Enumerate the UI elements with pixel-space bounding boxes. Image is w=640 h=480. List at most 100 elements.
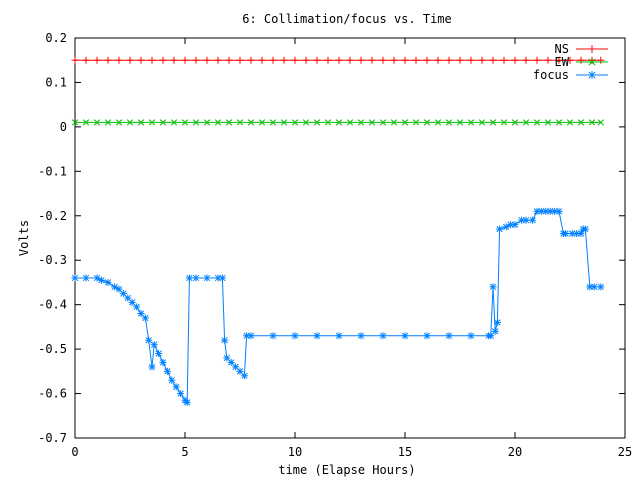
data-point [126, 56, 134, 64]
data-point [137, 56, 145, 64]
x-tick-label: 0 [71, 445, 78, 459]
data-point [456, 119, 464, 126]
data-point [192, 56, 200, 64]
data-point [544, 119, 552, 126]
data-point [280, 119, 288, 126]
data-point [104, 278, 112, 286]
data-point [390, 56, 398, 64]
data-point [104, 56, 112, 64]
data-point [177, 390, 185, 398]
data-point [269, 56, 277, 64]
data-point [412, 56, 420, 64]
data-point [181, 119, 189, 126]
series-focus [71, 207, 605, 406]
data-point [445, 119, 453, 126]
data-point [467, 332, 475, 340]
data-point [324, 56, 332, 64]
data-point [236, 119, 244, 126]
data-point [368, 56, 376, 64]
data-point [445, 56, 453, 64]
data-point [172, 383, 180, 391]
data-point [148, 119, 156, 126]
data-point [379, 119, 387, 126]
data-point [93, 56, 101, 64]
data-point [423, 119, 431, 126]
data-point [247, 56, 255, 64]
data-point [185, 274, 193, 282]
data-point [335, 119, 343, 126]
data-point [236, 56, 244, 64]
data-point [93, 119, 101, 126]
data-point [203, 56, 211, 64]
data-point [126, 119, 134, 126]
data-point [133, 303, 141, 311]
data-point [496, 225, 504, 233]
data-point [302, 56, 310, 64]
data-point [163, 367, 171, 375]
data-point [566, 56, 574, 64]
data-point [555, 56, 563, 64]
data-point [137, 119, 145, 126]
data-point [258, 56, 266, 64]
series-line [75, 210, 601, 404]
data-point [478, 56, 486, 64]
data-point [489, 56, 497, 64]
plot-frame [74, 37, 626, 439]
y-axis-label: Volts [17, 220, 31, 256]
data-point [181, 56, 189, 64]
data-point [522, 56, 530, 64]
data-point [71, 119, 79, 126]
data-point [566, 119, 574, 126]
data-point [489, 119, 497, 126]
data-point [434, 56, 442, 64]
data-point [597, 283, 605, 291]
data-point [170, 119, 178, 126]
y-tick-label: 0.1 [45, 75, 67, 89]
data-point [544, 56, 552, 64]
data-point [159, 56, 167, 64]
data-point [478, 119, 486, 126]
data-point [368, 119, 376, 126]
data-point [522, 119, 530, 126]
data-point [491, 327, 499, 335]
legend-item-focus: focus [533, 68, 608, 82]
data-point [346, 119, 354, 126]
data-point [240, 372, 248, 380]
legend-marker [588, 58, 596, 66]
y-tick-label: -0.1 [38, 164, 67, 178]
data-point [313, 119, 321, 126]
data-point [401, 332, 409, 340]
data-point [555, 119, 563, 126]
data-point [232, 363, 240, 371]
axis-ticks: 0 5 10 15 20 25 0.2 0.1 0 -0.1 -0.2 -0.3 -0.4 -0.5 -0.… [38, 31, 632, 459]
data-point [335, 56, 343, 64]
data-point [203, 119, 211, 126]
x-tick-label: 15 [398, 445, 412, 459]
y-tick-label: -0.2 [38, 209, 67, 223]
data-point [401, 119, 409, 126]
data-point [401, 56, 409, 64]
data-point [379, 332, 387, 340]
data-point [555, 207, 563, 215]
data-point [269, 119, 277, 126]
data-point [155, 350, 163, 358]
data-point [225, 119, 233, 126]
data-point [82, 274, 90, 282]
data-point [302, 119, 310, 126]
y-tick-label: -0.6 [38, 387, 67, 401]
data-point [291, 56, 299, 64]
data-point [533, 56, 541, 64]
data-point [590, 283, 598, 291]
data-point [291, 119, 299, 126]
data-point [324, 119, 332, 126]
data-point [588, 119, 596, 126]
data-point [168, 376, 176, 384]
data-point [467, 119, 475, 126]
data-point [597, 56, 605, 64]
data-point [159, 119, 167, 126]
series-layer [71, 56, 605, 406]
data-point [291, 332, 299, 340]
series-ns [71, 56, 605, 64]
